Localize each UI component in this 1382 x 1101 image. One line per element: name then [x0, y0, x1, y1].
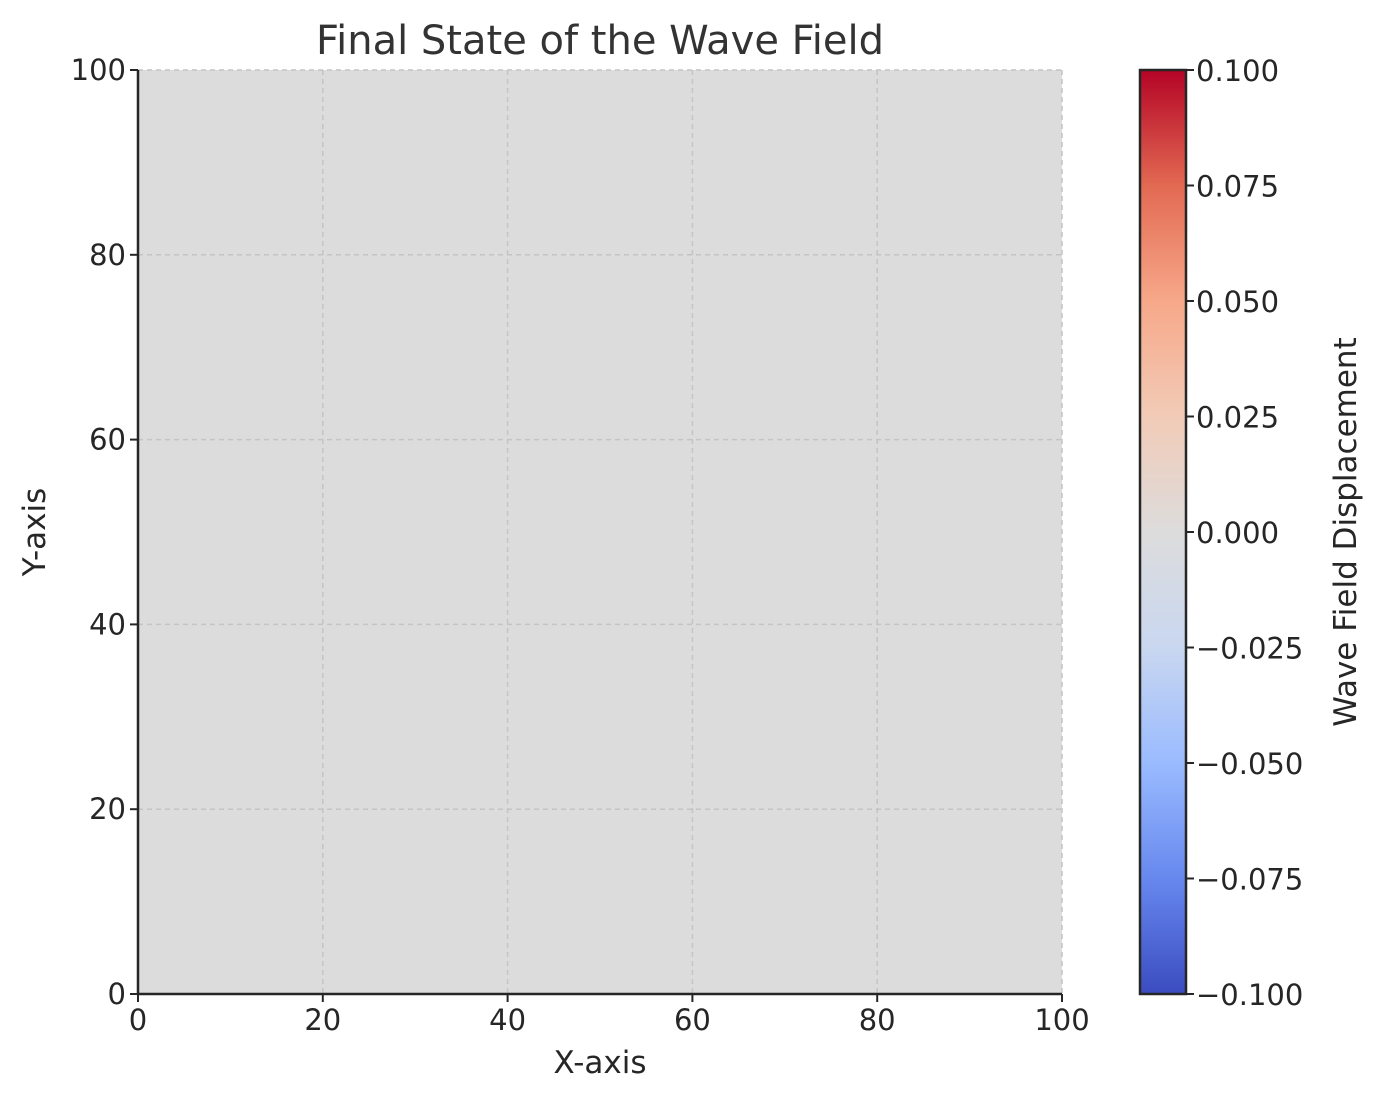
- colorbar-tick-label-4: 0.000: [1196, 516, 1279, 550]
- colorbar-tick-label-1: −0.075: [1196, 863, 1303, 897]
- x-axis-label: X-axis: [554, 1045, 647, 1081]
- colorbar-tick-label-7: 0.075: [1196, 170, 1279, 204]
- colorbar-tick-label-0: −0.100: [1196, 978, 1303, 1012]
- colorbar-tick-label-8: 0.100: [1196, 54, 1279, 88]
- colorbar-label: Wave Field Displacement: [1328, 337, 1364, 726]
- y-tick-label-20: 20: [89, 792, 126, 826]
- colorbar-ticks: −0.100 −0.075 −0.050 −0.025 0.000 0.025 0.050 0…: [1186, 54, 1303, 1012]
- colorbar: −0.100 −0.075 −0.050 −0.025 0.000 0.025 0.050 0…: [1138, 54, 1303, 1012]
- x-tick-label-80: 80: [859, 1003, 896, 1037]
- x-tick-label-40: 40: [489, 1003, 526, 1037]
- colorbar-tick-label-2: −0.050: [1196, 747, 1303, 781]
- x-tick-label-20: 20: [304, 1003, 341, 1037]
- plot-area: 0 20 40 60 80 100 0 20 40 60 80 100: [71, 53, 1090, 1037]
- x-axis-ticks: 0 20 40 60 80 100: [129, 994, 1090, 1037]
- y-tick-label-60: 60: [89, 423, 126, 457]
- colorbar-scale: [1138, 68, 1188, 996]
- x-tick-label-100: 100: [1034, 1003, 1089, 1037]
- colorbar-tick-label-5: 0.025: [1196, 401, 1279, 435]
- colorbar-tick-label-3: −0.025: [1196, 632, 1303, 666]
- y-axis-ticks: 0 20 40 60 80 100: [71, 53, 138, 1011]
- chart-title: Final State of the Wave Field: [316, 18, 884, 64]
- x-tick-label-0: 0: [129, 1003, 147, 1037]
- x-tick-label-60: 60: [674, 1003, 711, 1037]
- colorbar-tick-label-6: 0.050: [1196, 285, 1279, 319]
- y-tick-label-40: 40: [89, 607, 126, 641]
- y-tick-label-0: 0: [108, 977, 126, 1011]
- y-tick-label-100: 100: [71, 53, 126, 87]
- grid-lines: [138, 69, 1063, 994]
- wave-field-image: [138, 70, 1062, 994]
- y-axis-label: Y-axis: [17, 488, 53, 578]
- y-tick-label-80: 80: [89, 238, 126, 272]
